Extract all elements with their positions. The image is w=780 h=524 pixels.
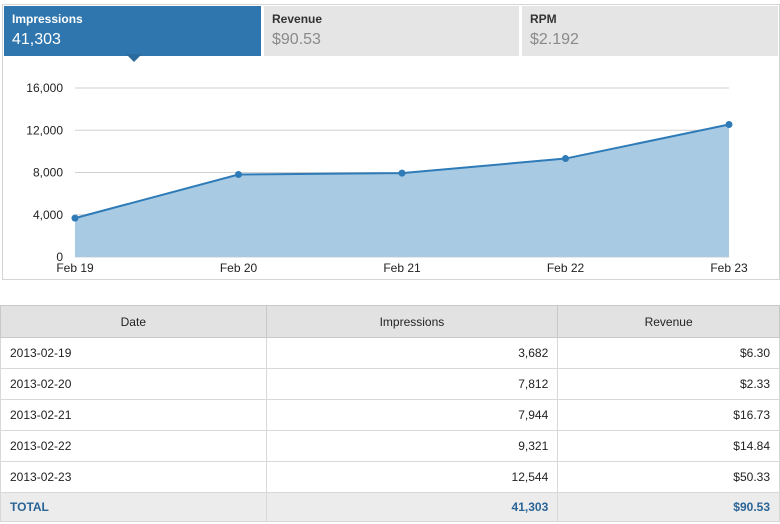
- tab-impressions[interactable]: Impressions 41,303: [4, 6, 261, 56]
- tab-impressions-value: 41,303: [12, 31, 61, 48]
- active-tab-pointer-icon: [126, 54, 142, 62]
- data-point: [725, 121, 733, 129]
- table-row: 2013-02-22 9,321 $14.84: [0, 430, 780, 462]
- cell-impressions: 7,944: [265, 399, 559, 431]
- cell-date: 2013-02-20: [0, 368, 267, 400]
- tab-rpm-value: $2.192: [530, 31, 579, 48]
- y-tick-label: 8,000: [33, 166, 63, 180]
- x-tick-label: Feb 19: [56, 261, 94, 275]
- x-tick-label: Feb 23: [710, 261, 748, 275]
- cell-impressions: 3,682: [265, 337, 559, 369]
- cell-revenue: $6.30: [557, 337, 780, 369]
- x-tick-label: Feb 20: [220, 261, 258, 275]
- series-area: [75, 124, 729, 257]
- table-row: 2013-02-20 7,812 $2.33: [0, 368, 780, 400]
- y-tick-label: 12,000: [26, 123, 63, 137]
- cell-impressions: 12,544: [265, 461, 559, 493]
- total-label: TOTAL: [0, 492, 267, 522]
- cell-impressions: 7,812: [265, 368, 559, 400]
- y-tick-label: 16,000: [26, 81, 63, 95]
- tab-rpm-label: RPM: [530, 12, 557, 26]
- impressions-area-chart: 0 4,000 8,000 12,000 16,000 Feb 19 Feb 20 Feb 2…: [26, 81, 748, 275]
- tab-revenue-label: Revenue: [272, 12, 323, 26]
- x-tick-label: Feb 21: [383, 261, 421, 275]
- cell-revenue: $50.33: [557, 461, 780, 493]
- table-row: 2013-02-23 12,544 $50.33: [0, 461, 780, 493]
- chart-panel: Impressions 41,303 Revenue $90.53 RPM $2…: [2, 4, 780, 280]
- cell-date: 2013-02-19: [0, 337, 267, 369]
- y-tick-label: 4,000: [33, 208, 63, 222]
- tab-revenue-value: $90.53: [272, 31, 321, 48]
- data-point: [71, 214, 79, 222]
- cell-impressions: 9,321: [265, 430, 559, 462]
- column-header-date[interactable]: Date: [0, 305, 267, 338]
- stats-table: Date Impressions Revenue 2013-02-19 3,68…: [0, 305, 780, 522]
- tab-rpm[interactable]: RPM $2.192: [522, 6, 778, 56]
- cell-revenue: $14.84: [557, 430, 780, 462]
- column-header-revenue[interactable]: Revenue: [557, 305, 780, 338]
- tab-impressions-label: Impressions: [12, 12, 83, 26]
- cell-date: 2013-02-22: [0, 430, 267, 462]
- tab-revenue[interactable]: Revenue $90.53: [264, 6, 519, 56]
- data-point: [562, 155, 569, 163]
- column-header-impressions[interactable]: Impressions: [265, 305, 559, 338]
- total-impressions: 41,303: [265, 492, 559, 522]
- table-header-row: Date Impressions Revenue: [0, 305, 780, 338]
- y-tick-label: 0: [56, 250, 63, 264]
- data-point: [398, 169, 406, 177]
- cell-date: 2013-02-23: [0, 461, 267, 493]
- table-row: 2013-02-19 3,682 $6.30: [0, 337, 780, 369]
- cell-revenue: $2.33: [557, 368, 780, 400]
- data-point: [235, 170, 242, 178]
- x-tick-label: Feb 22: [547, 261, 585, 275]
- table-row: 2013-02-21 7,944 $16.73: [0, 399, 780, 431]
- table-total-row: TOTAL 41,303 $90.53: [0, 492, 780, 522]
- total-revenue: $90.53: [557, 492, 780, 522]
- cell-revenue: $16.73: [557, 399, 780, 431]
- cell-date: 2013-02-21: [0, 399, 267, 431]
